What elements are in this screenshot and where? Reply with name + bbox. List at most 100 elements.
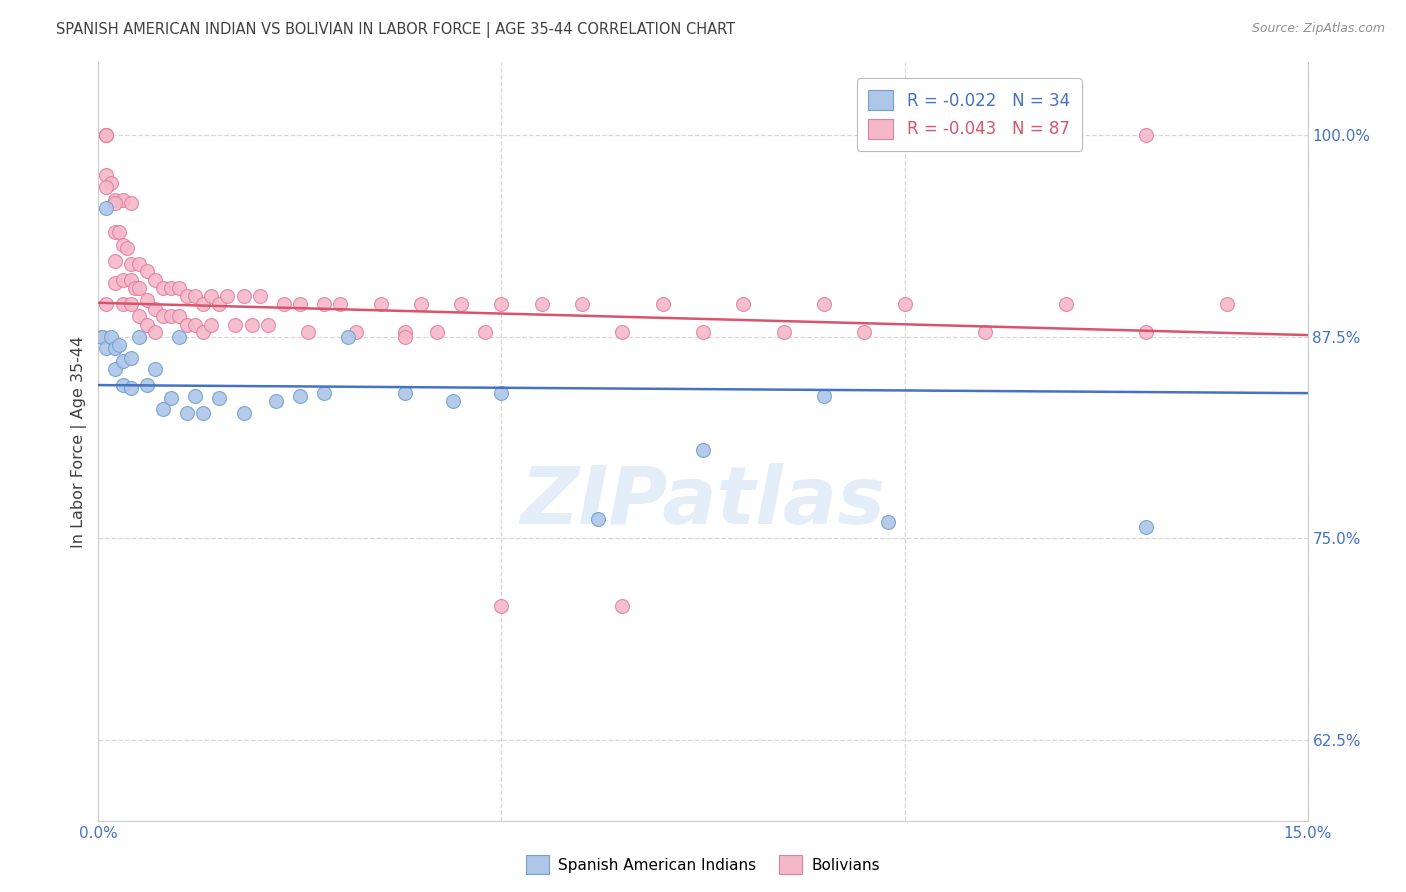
Point [692, 325, 714, 339]
Point [103, 193, 125, 207]
Point [120, 351, 142, 365]
Point [103, 253, 125, 268]
Point [193, 325, 215, 339]
Point [107, 225, 129, 239]
Point [474, 325, 496, 339]
Point [184, 289, 207, 303]
Point [176, 405, 198, 419]
Point [96, 201, 118, 215]
Point [184, 389, 207, 403]
Point [1216, 297, 1239, 311]
Point [853, 325, 876, 339]
Point [586, 512, 609, 526]
Point [135, 318, 157, 333]
Point [200, 289, 222, 303]
Point [111, 273, 134, 287]
Point [167, 329, 190, 343]
Point [394, 386, 416, 401]
Point [103, 225, 125, 239]
Point [135, 293, 157, 307]
Point [450, 297, 472, 311]
Point [264, 394, 287, 409]
Point [288, 389, 311, 403]
Point [1135, 520, 1157, 534]
Point [160, 309, 183, 323]
Point [344, 325, 367, 339]
Point [193, 297, 215, 311]
Point [1135, 325, 1157, 339]
Point [120, 273, 142, 287]
Point [394, 325, 416, 339]
Point [692, 442, 714, 457]
Point [111, 297, 134, 311]
Point [813, 389, 835, 403]
Point [100, 177, 122, 191]
Point [893, 297, 915, 311]
Text: Source: ZipAtlas.com: Source: ZipAtlas.com [1251, 22, 1385, 36]
Point [120, 297, 142, 311]
Point [111, 378, 134, 392]
Point [96, 179, 118, 194]
Point [107, 337, 129, 351]
Point [314, 386, 336, 401]
Point [853, 128, 876, 142]
Point [813, 297, 835, 311]
Y-axis label: In Labor Force | Age 35-44: In Labor Force | Age 35-44 [72, 335, 87, 548]
Point [167, 309, 190, 323]
Point [135, 263, 157, 277]
Point [160, 281, 183, 295]
Point [651, 297, 673, 311]
Point [491, 599, 513, 613]
Point [441, 394, 464, 409]
Point [103, 195, 125, 210]
Point [612, 325, 634, 339]
Point [877, 515, 900, 529]
Point [143, 362, 166, 376]
Point [491, 386, 513, 401]
Point [1216, 878, 1239, 892]
Point [128, 257, 150, 271]
Point [120, 381, 142, 395]
Point [91, 329, 114, 343]
Point [337, 329, 360, 343]
Point [491, 297, 513, 311]
Point [571, 297, 593, 311]
Point [249, 289, 271, 303]
Point [96, 341, 118, 355]
Text: SPANISH AMERICAN INDIAN VS BOLIVIAN IN LABOR FORCE | AGE 35-44 CORRELATION CHART: SPANISH AMERICAN INDIAN VS BOLIVIAN IN L… [56, 22, 735, 38]
Point [1054, 297, 1077, 311]
Point [96, 128, 118, 142]
Text: ZIPatlas: ZIPatlas [520, 463, 886, 541]
Point [394, 329, 416, 343]
Point [152, 281, 174, 295]
Point [314, 297, 336, 311]
Point [152, 309, 174, 323]
Point [184, 318, 207, 333]
Point [91, 329, 114, 343]
Point [96, 128, 118, 142]
Point [232, 289, 254, 303]
Point [974, 325, 997, 339]
Legend: R = -0.022   N = 34, R = -0.043   N = 87: R = -0.022 N = 34, R = -0.043 N = 87 [856, 78, 1081, 151]
Point [530, 297, 553, 311]
Point [240, 318, 263, 333]
Point [208, 297, 231, 311]
Point [370, 297, 392, 311]
Point [193, 405, 215, 419]
Legend: Spanish American Indians, Bolivians: Spanish American Indians, Bolivians [520, 849, 886, 880]
Point [200, 318, 222, 333]
Point [143, 302, 166, 317]
Point [96, 297, 118, 311]
Point [111, 193, 134, 207]
Point [128, 329, 150, 343]
Point [176, 318, 198, 333]
Point [224, 318, 246, 333]
Point [124, 281, 146, 295]
Point [96, 169, 118, 183]
Point [426, 325, 449, 339]
Point [135, 378, 157, 392]
Point [208, 391, 231, 405]
Point [409, 297, 432, 311]
Point [217, 289, 239, 303]
Point [733, 297, 755, 311]
